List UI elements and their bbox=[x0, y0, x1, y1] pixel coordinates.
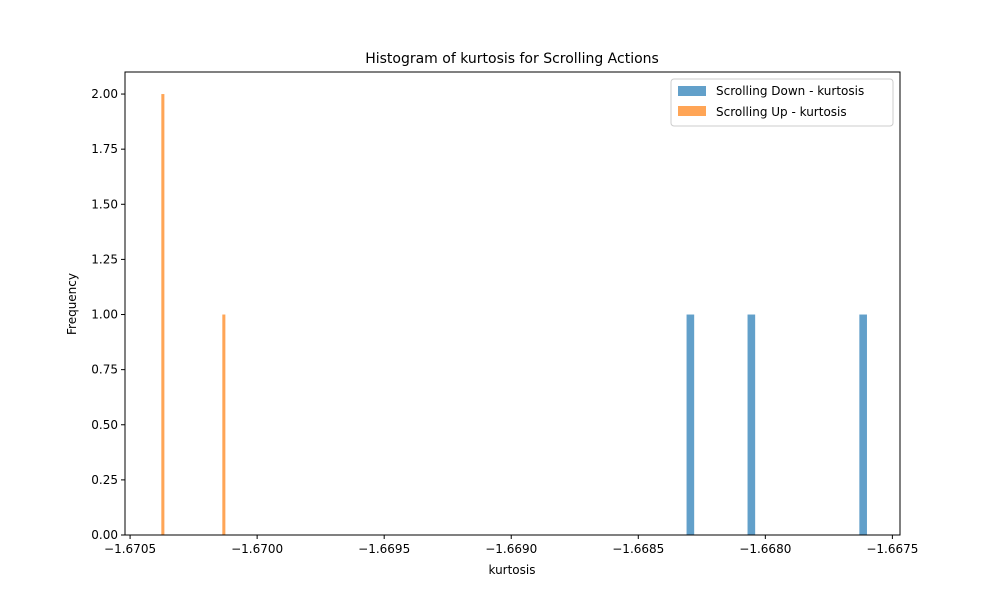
x-tick-label: −1.6685 bbox=[612, 542, 664, 556]
y-tick-label: 1.50 bbox=[91, 197, 118, 211]
legend-swatch-scrolling-up bbox=[678, 106, 706, 116]
y-tick-label: 1.25 bbox=[91, 252, 118, 266]
x-tick-label: −1.6695 bbox=[358, 542, 410, 556]
x-tick-label: −1.6705 bbox=[104, 542, 156, 556]
x-axis-ticks: −1.6705 −1.6700 −1.6695 −1.6690 −1.6685 −1.66… bbox=[104, 535, 918, 556]
histogram-bar bbox=[859, 314, 867, 535]
x-tick-label: −1.6700 bbox=[231, 542, 283, 556]
legend-label-scrolling-down: Scrolling Down - kurtosis bbox=[716, 84, 864, 98]
legend-label-scrolling-up: Scrolling Up - kurtosis bbox=[716, 105, 847, 119]
legend-swatch-scrolling-down bbox=[678, 86, 706, 96]
y-tick-label: 2.00 bbox=[91, 87, 118, 101]
legend-box bbox=[670, 78, 894, 127]
y-tick-label: 0.00 bbox=[91, 528, 118, 542]
histogram-bar bbox=[747, 314, 756, 535]
y-axis-title: Frequency bbox=[65, 273, 79, 335]
x-tick-label: −1.6680 bbox=[739, 542, 791, 556]
bars-layer bbox=[161, 94, 867, 536]
histogram-bar bbox=[222, 314, 226, 535]
histogram-bar bbox=[686, 314, 695, 535]
legend: Scrolling Down - kurtosis Scrolling Up -… bbox=[670, 78, 894, 127]
y-tick-label: 1.75 bbox=[91, 142, 118, 156]
plot-frame bbox=[124, 71, 901, 536]
y-tick-label: 0.50 bbox=[91, 418, 118, 432]
x-axis-title: kurtosis bbox=[488, 563, 535, 577]
y-tick-label: 1.00 bbox=[91, 308, 118, 322]
y-axis-ticks: 0.00 0.25 0.50 0.75 1.00 1.25 1.50 1.75 2.00 bbox=[91, 87, 125, 542]
chart-title: Histogram of kurtosis for Scrolling Acti… bbox=[365, 51, 659, 67]
x-tick-label: −1.6690 bbox=[485, 542, 537, 556]
x-tick-label: −1.6675 bbox=[866, 542, 918, 556]
histogram-bar bbox=[161, 94, 165, 536]
y-tick-label: 0.75 bbox=[91, 363, 118, 377]
plot-area bbox=[125, 72, 900, 535]
y-tick-label: 0.25 bbox=[91, 473, 118, 487]
